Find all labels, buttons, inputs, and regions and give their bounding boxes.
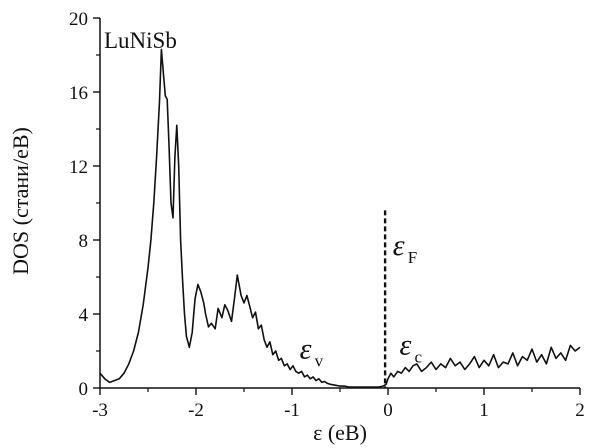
x-tick-label: -3 <box>92 400 108 421</box>
x-tick-label: -2 <box>188 400 204 421</box>
y-tick-label: 20 <box>69 9 88 30</box>
x-axis-title: ε (eB) <box>313 420 367 445</box>
svg-text:v: v <box>315 351 324 370</box>
valence-band-label: ε v <box>300 332 324 370</box>
fermi-label: ε F <box>393 229 417 267</box>
conduction-band-label: ε c <box>400 329 423 367</box>
svg-text:ε: ε <box>300 332 312 365</box>
svg-text:ε: ε <box>400 329 412 362</box>
compound-label: LuNiSb <box>104 28 177 53</box>
plot-area <box>99 48 581 388</box>
svg-text:ε: ε <box>393 229 405 262</box>
y-tick-label: 8 <box>79 231 89 252</box>
x-tick-label: 1 <box>479 400 489 421</box>
y-tick-label: 12 <box>69 157 88 178</box>
svg-text:c: c <box>415 348 423 367</box>
dos-series-line <box>99 48 581 388</box>
y-tick-label: 4 <box>79 305 89 326</box>
y-axis-title: DOS (стани/eB) <box>8 127 33 275</box>
y-tick-label: 0 <box>79 379 89 400</box>
x-tick-label: -1 <box>284 400 300 421</box>
y-tick-label: 16 <box>69 83 88 104</box>
x-tick-label: 2 <box>575 400 585 421</box>
x-tick-label: 0 <box>383 400 393 421</box>
svg-text:F: F <box>408 248 417 267</box>
axes-frame <box>99 18 580 389</box>
